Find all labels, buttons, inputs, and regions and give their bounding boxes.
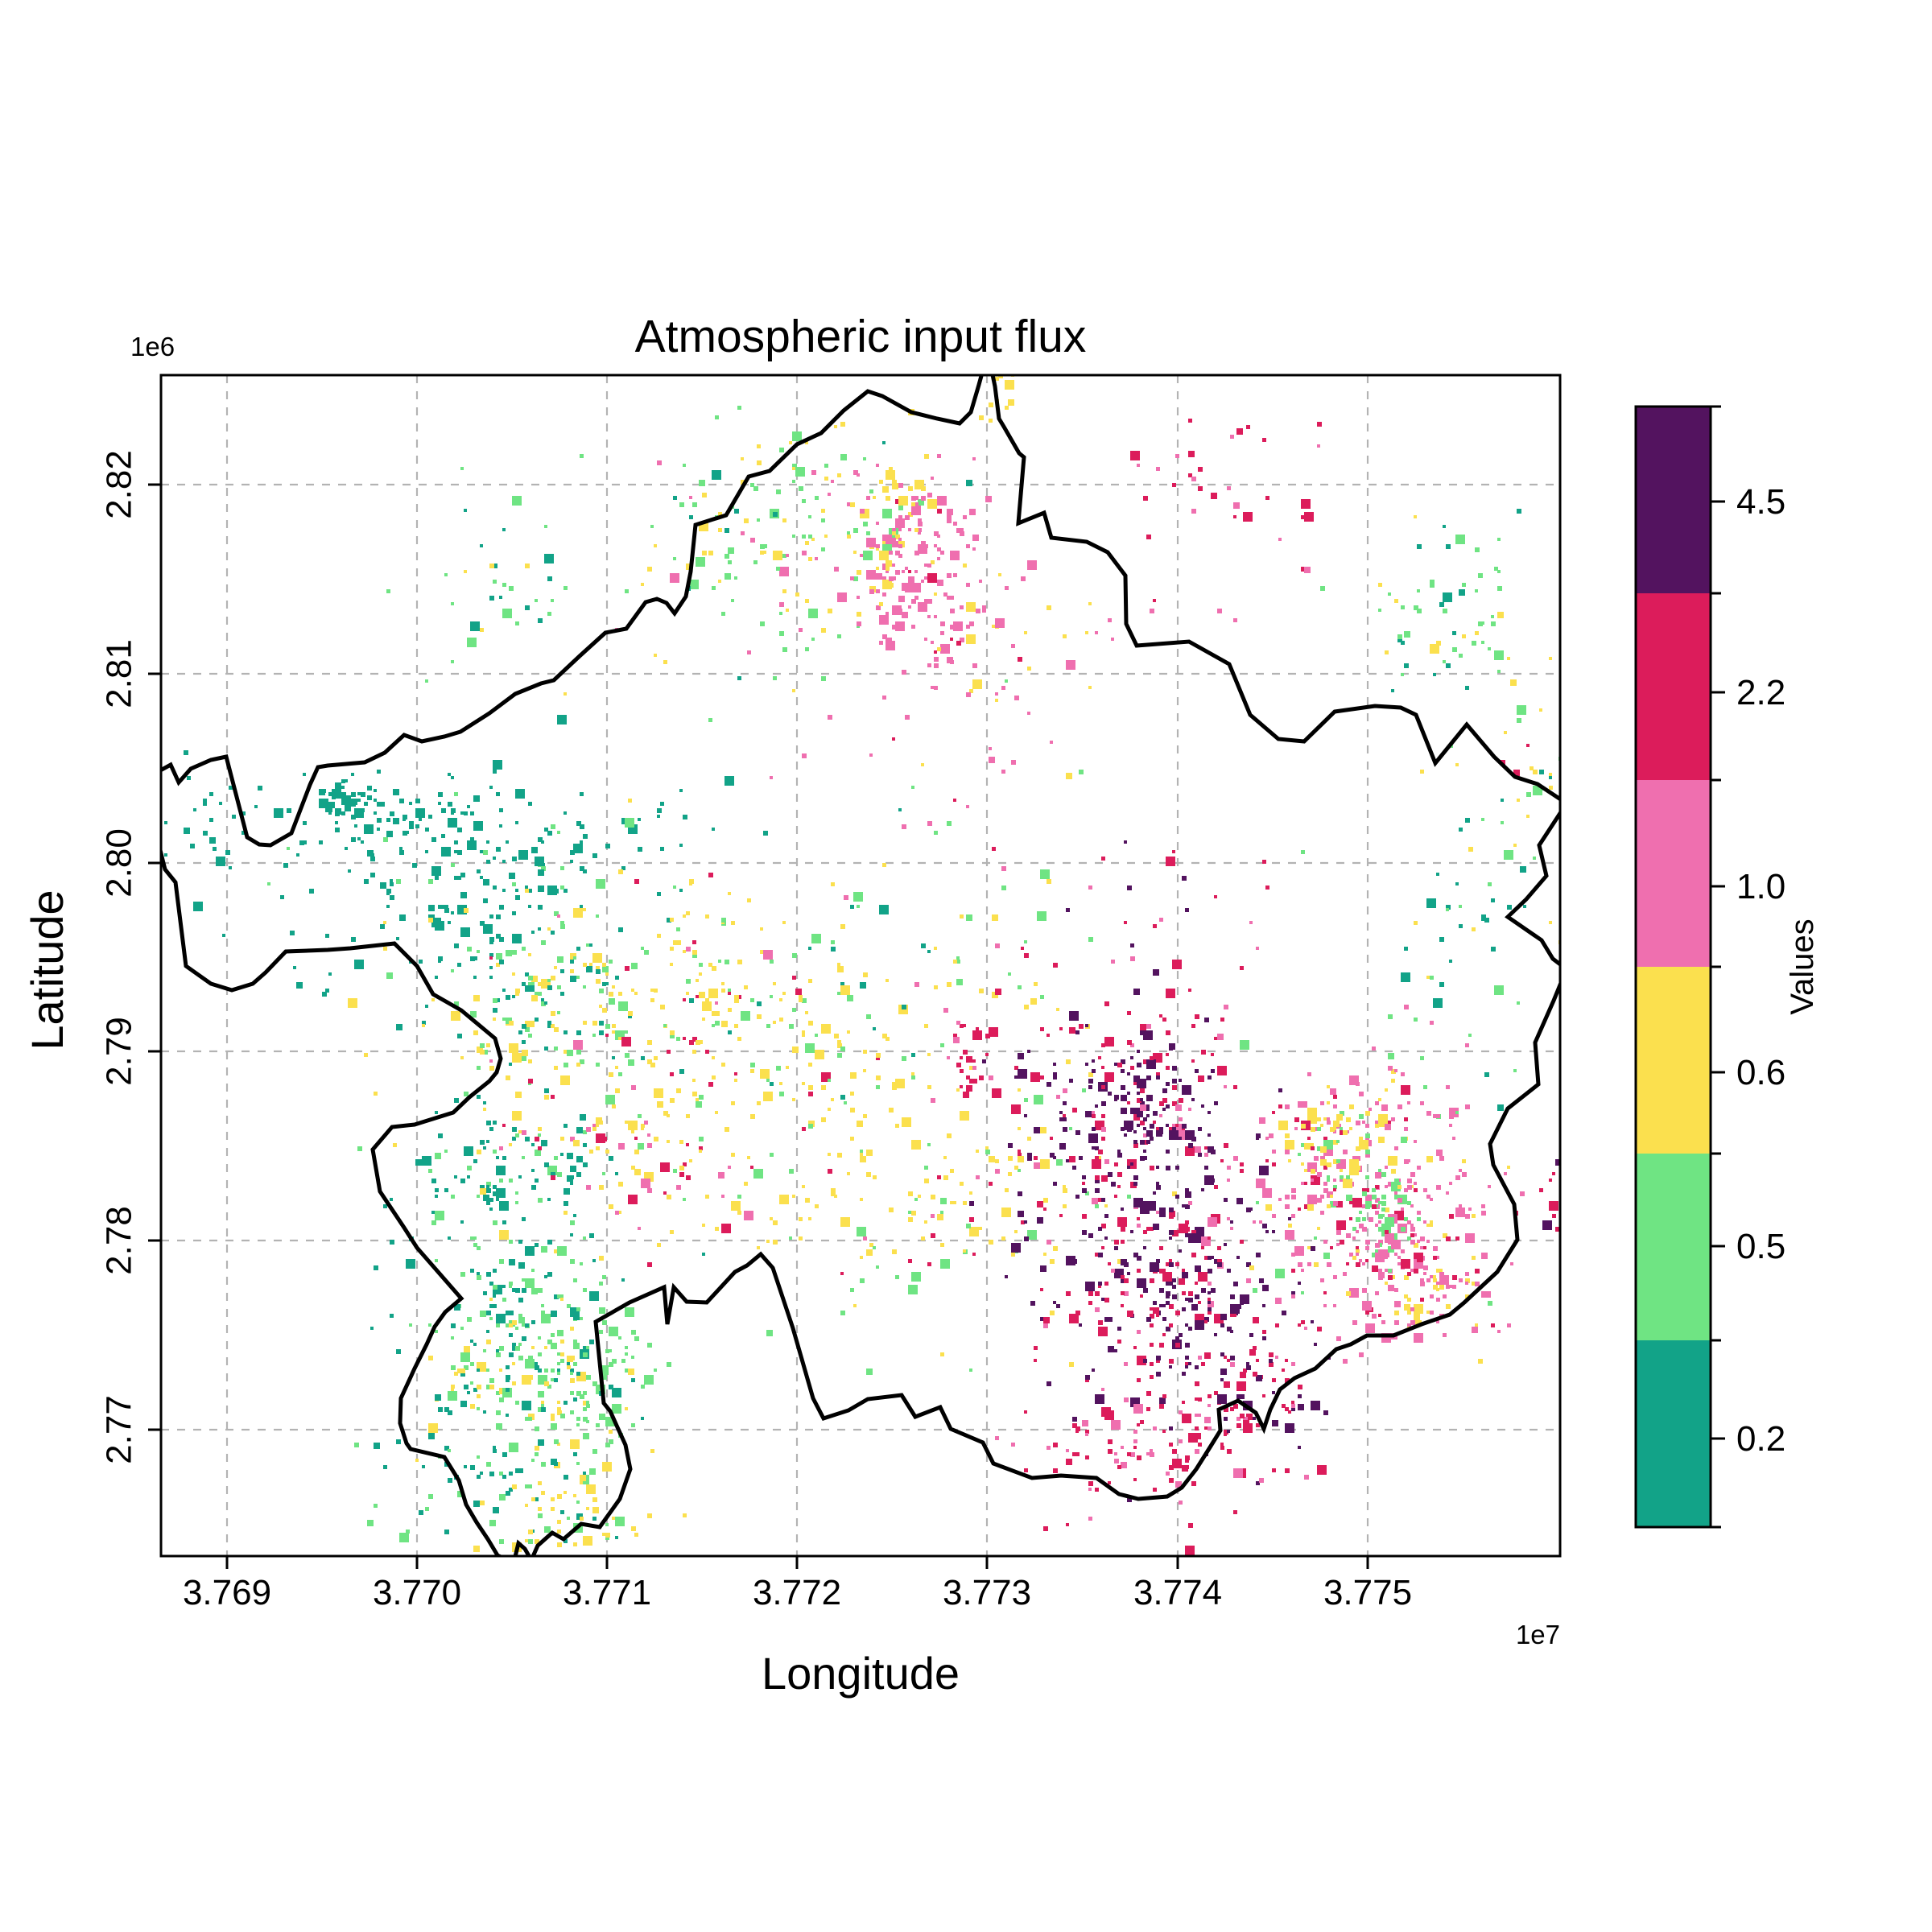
colorbar-band-green — [1636, 1154, 1711, 1341]
colorbar-band-crimson — [1636, 593, 1711, 781]
x-offset-label: 1e7 — [1516, 1620, 1560, 1649]
x-tick-label: 3.772 — [753, 1573, 841, 1612]
y-tick-label: 2.80 — [100, 828, 139, 898]
colorbar-band-purple — [1636, 407, 1711, 594]
plot-title: Atmospheric input flux — [635, 311, 1087, 362]
colorbar-tick-label: 0.6 — [1736, 1053, 1785, 1092]
colorbar-tick-label: 0.2 — [1736, 1419, 1785, 1459]
colorbar-tick-label: 0.5 — [1736, 1227, 1785, 1266]
x-tick-label: 3.769 — [183, 1573, 271, 1612]
y-tick-label: 2.79 — [100, 1017, 139, 1086]
x-axis-label: Longitude — [762, 1648, 960, 1699]
colorbar-band-pink — [1636, 780, 1711, 968]
colorbar-band-yellow — [1636, 967, 1711, 1154]
colorbar-tick-label: 4.5 — [1736, 482, 1785, 522]
y-tick-label: 2.77 — [100, 1395, 139, 1464]
x-tick-label: 3.774 — [1133, 1573, 1222, 1612]
y-tick-label: 2.82 — [100, 450, 139, 519]
colorbar: 4.5 2.2 1.0 0.6 0.5 0.2 — [1634, 405, 1785, 1529]
y-offset-label: 1e6 — [130, 332, 175, 361]
x-tick-label: 3.770 — [373, 1573, 461, 1612]
axes-frame — [159, 374, 1562, 1558]
axis-tick-labels: 3.769 3.770 3.771 3.772 3.773 3.774 3.775 2.82 2… — [100, 450, 1413, 1612]
x-tick-label: 3.771 — [563, 1573, 651, 1612]
region-boundary — [161, 375, 1560, 1556]
raster-pixels — [164, 375, 1560, 1556]
x-tick-label: 3.773 — [943, 1573, 1031, 1612]
x-tick-label: 3.775 — [1323, 1573, 1412, 1612]
colorbar-tick-label: 2.2 — [1736, 673, 1785, 712]
y-tick-label: 2.78 — [100, 1206, 139, 1275]
axis-ticks — [148, 483, 1369, 1569]
y-axis-label: Latitude — [22, 890, 72, 1050]
colorbar-tick-label: 1.0 — [1736, 867, 1785, 906]
y-tick-label: 2.81 — [100, 639, 139, 708]
colorbar-label: Values — [1785, 919, 1820, 1014]
colorbar-band-teal — [1636, 1340, 1711, 1528]
